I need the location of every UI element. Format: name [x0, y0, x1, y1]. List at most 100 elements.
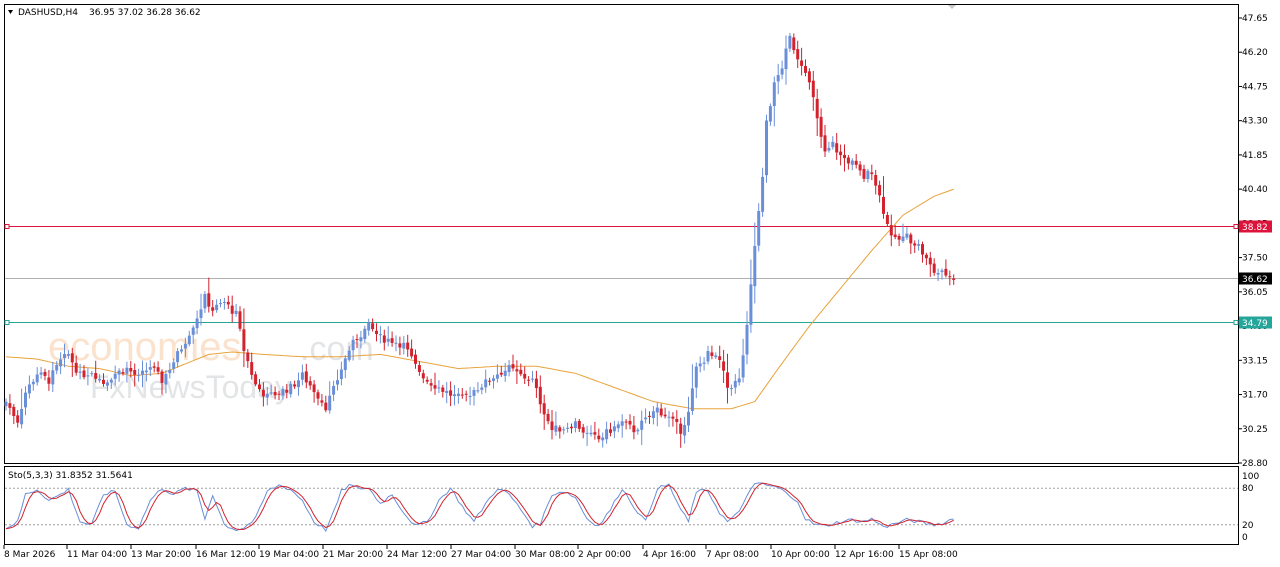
bear-candle [624, 421, 628, 423]
bear-candle [546, 413, 550, 422]
x-tick-label: 13 Mar 20:00 [131, 550, 191, 560]
bull-candle [187, 335, 191, 345]
bull-candle [172, 362, 176, 369]
bull-candle [831, 141, 835, 148]
x-tick-label: 21 Mar 20:00 [323, 550, 383, 560]
bull-candle [765, 120, 768, 176]
bull-candle [741, 355, 745, 378]
y-tick-label: 41.85 [1242, 151, 1268, 161]
bull-candle [655, 407, 659, 413]
bull-candle [562, 429, 566, 431]
resistance-level-handle-right[interactable] [1233, 224, 1239, 229]
x-tick-label: 2 Apr 00:00 [578, 550, 631, 560]
stoch-label: Sto(5,3,3) 31.8352 31.5641 [8, 471, 133, 481]
support-level-handle-right[interactable] [1233, 320, 1239, 325]
bear-candle [429, 383, 433, 386]
bull-candle [484, 379, 488, 388]
bull-candle [757, 211, 761, 246]
bull-candle [222, 301, 226, 303]
bull-candle [472, 390, 476, 396]
bull-candle [343, 358, 347, 371]
bear-candle [663, 414, 667, 417]
bull-candle [351, 339, 355, 351]
bear-candle [238, 311, 242, 329]
bull-candle [531, 378, 534, 380]
candlesticks [4, 32, 956, 448]
bear-candle [952, 278, 956, 280]
bear-candle [835, 143, 839, 153]
bull-candle [554, 425, 558, 432]
bull-candle [203, 294, 207, 309]
bear-candle [12, 406, 16, 416]
bull-candle [936, 273, 940, 275]
bull-candle [289, 383, 293, 395]
bull-candle [706, 351, 710, 362]
bear-candle [722, 361, 726, 371]
bear-candle [800, 60, 804, 66]
bull-candle [105, 382, 109, 386]
bear-candle [421, 373, 425, 379]
scroll-marker-icon[interactable] [948, 5, 956, 9]
bear-candle [515, 369, 519, 372]
bull-candle [651, 411, 655, 419]
bull-candle [445, 390, 449, 393]
bull-candle [219, 303, 222, 305]
bull-candle [917, 244, 921, 246]
bear-candle [570, 426, 573, 429]
x-tick-label: 19 Mar 04:00 [259, 550, 319, 560]
bull-candle [601, 437, 605, 441]
bull-candle [176, 351, 180, 363]
bull-candle [749, 284, 753, 325]
bull-candle [456, 393, 460, 397]
ma-line [5, 188, 954, 410]
bear-candle [542, 403, 546, 415]
stoch-lines [5, 482, 954, 533]
bull-candle [694, 366, 698, 388]
bull-candle [492, 378, 495, 381]
bull-candle [66, 353, 70, 356]
bull-candle [402, 342, 406, 349]
y-tick-label: 46.20 [1242, 48, 1268, 58]
bear-candle [488, 380, 492, 382]
bull-candle [347, 350, 351, 360]
bear-candle [8, 403, 12, 408]
bull-candle [437, 387, 441, 389]
symbol-label: DASHUSD,H4 [18, 8, 78, 18]
resistance-level-handle[interactable] [4, 224, 10, 229]
bull-candle [827, 147, 831, 151]
bear-candle [464, 393, 468, 395]
bear-candle [944, 268, 948, 276]
bull-candle [683, 424, 687, 436]
bear-candle [889, 225, 893, 236]
y-tick-label: 30.25 [1242, 425, 1268, 435]
bear-candle [273, 392, 277, 396]
support-level-handle[interactable] [4, 320, 10, 325]
bull-candle [281, 388, 285, 396]
bull-candle [495, 374, 499, 379]
bull-candle [940, 270, 944, 272]
bear-candle [878, 185, 882, 196]
bear-candle [375, 330, 378, 334]
bear-candle [121, 372, 125, 374]
bear-candle [924, 254, 928, 259]
bear-candle [679, 423, 683, 434]
x-tick-label: 8 Mar 2026 [4, 550, 56, 560]
bear-candle [82, 370, 86, 378]
bear-candle [870, 172, 874, 175]
bull-candle [180, 349, 183, 352]
support-price-tag [1239, 316, 1272, 329]
bear-candle [441, 387, 445, 392]
x-tick-label: 16 Mar 12:00 [196, 550, 256, 560]
bear-candle [207, 293, 211, 307]
bear-candle [511, 364, 515, 369]
bear-candle [538, 386, 542, 405]
bear-candle [523, 373, 527, 379]
collapse-triangle-icon[interactable] [8, 10, 13, 14]
bull-candle [125, 367, 129, 374]
level-tags: 38.82 36.62 34.79 [1239, 220, 1272, 329]
bear-candle [398, 343, 402, 348]
bull-candle [55, 364, 59, 371]
bear-candle [581, 427, 585, 433]
bear-candle [70, 353, 74, 363]
